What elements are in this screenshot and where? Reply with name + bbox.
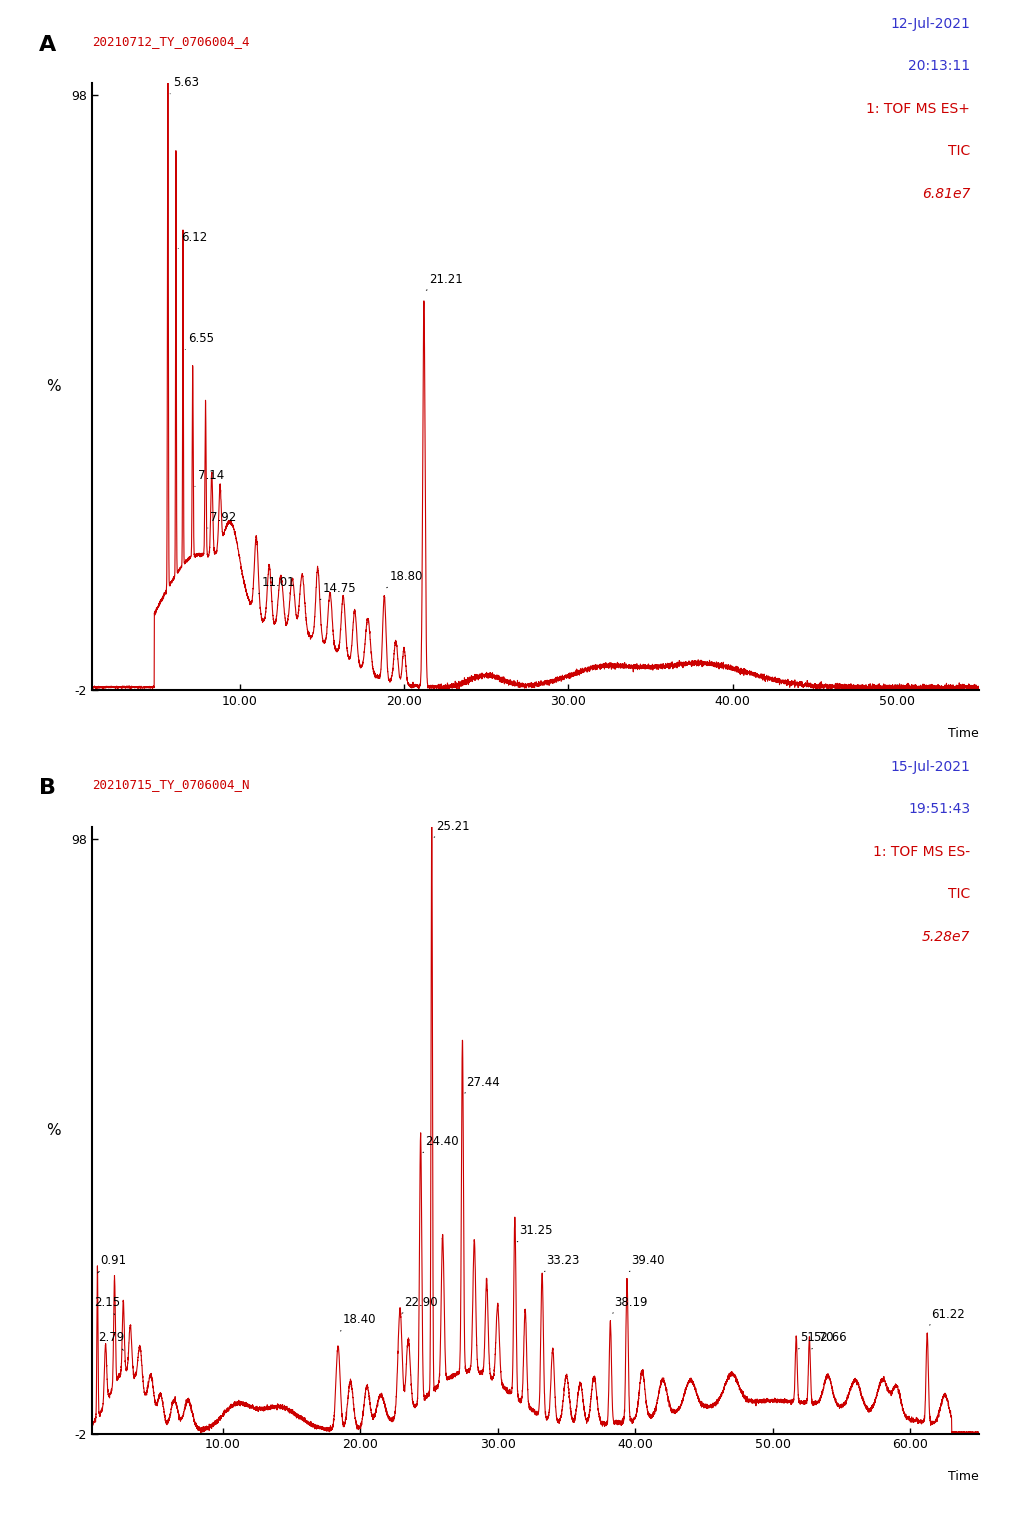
Text: 19:51:43: 19:51:43 (907, 802, 969, 816)
Text: 38.19: 38.19 (612, 1296, 647, 1314)
Text: %: % (46, 379, 61, 394)
Text: Time: Time (948, 1470, 978, 1484)
Text: Time: Time (948, 727, 978, 740)
Text: 25.21: 25.21 (434, 819, 469, 837)
Text: 20210712_TY_0706004_4: 20210712_TY_0706004_4 (92, 35, 249, 49)
Text: 18.40: 18.40 (340, 1314, 375, 1330)
Text: 31.25: 31.25 (517, 1224, 552, 1242)
Text: 6.55: 6.55 (185, 332, 214, 349)
Text: 61.22: 61.22 (928, 1308, 964, 1324)
Text: 1: TOF MS ES-: 1: TOF MS ES- (872, 845, 969, 859)
Text: 0.91: 0.91 (98, 1255, 126, 1273)
Text: TIC: TIC (947, 887, 969, 901)
Text: 21.21: 21.21 (426, 273, 463, 290)
Text: 33.23: 33.23 (544, 1255, 579, 1271)
Text: TIC: TIC (947, 144, 969, 158)
Text: 5.28e7: 5.28e7 (921, 930, 969, 944)
Text: 15-Jul-2021: 15-Jul-2021 (890, 760, 969, 774)
Text: 2.79: 2.79 (99, 1332, 124, 1350)
Text: 12-Jul-2021: 12-Jul-2021 (890, 17, 969, 30)
Text: 24.40: 24.40 (423, 1135, 458, 1153)
Text: B: B (39, 778, 55, 798)
Text: 14.75: 14.75 (320, 583, 356, 599)
Text: 39.40: 39.40 (629, 1255, 664, 1271)
Text: 6.81e7: 6.81e7 (921, 187, 969, 200)
Text: 22.90: 22.90 (401, 1296, 437, 1314)
Text: 20210715_TY_0706004_N: 20210715_TY_0706004_N (92, 778, 249, 792)
Text: 51.70: 51.70 (798, 1332, 833, 1349)
Text: 1: TOF MS ES+: 1: TOF MS ES+ (865, 102, 969, 115)
Text: %: % (46, 1123, 61, 1138)
Text: 7.92: 7.92 (208, 511, 236, 528)
Text: 6.12: 6.12 (178, 231, 207, 249)
Text: 11.01: 11.01 (259, 576, 294, 593)
Text: 7.14: 7.14 (195, 469, 223, 487)
Text: 2.15: 2.15 (94, 1296, 120, 1315)
Text: 20:13:11: 20:13:11 (907, 59, 969, 73)
Text: 52.66: 52.66 (811, 1332, 847, 1349)
Text: 27.44: 27.44 (465, 1076, 500, 1094)
Text: A: A (39, 35, 56, 55)
Text: 18.80: 18.80 (386, 570, 422, 587)
Text: 5.63: 5.63 (170, 76, 199, 94)
